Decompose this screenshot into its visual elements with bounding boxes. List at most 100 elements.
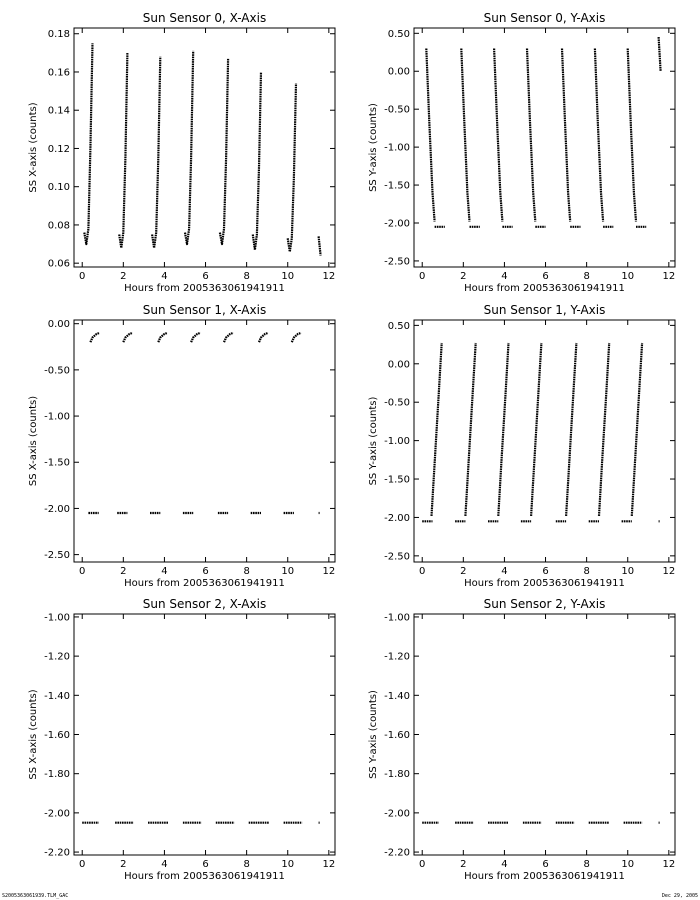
x-tick-label: 10: [281, 566, 294, 577]
x-tick-label: 2: [460, 566, 466, 577]
plot-frame: [73, 27, 336, 268]
x-tick-label: 8: [243, 859, 249, 870]
x-tick-label: 6: [202, 271, 208, 282]
data-segment-4: [157, 331, 168, 343]
x-tick-label: 8: [583, 859, 589, 870]
y-tick-label: -1.50: [44, 458, 70, 469]
x-tick-label: 10: [621, 859, 634, 870]
x-tick-label: 4: [161, 271, 167, 282]
data-segment-0: [430, 342, 443, 516]
y-tick-label: 0.06: [48, 259, 70, 270]
y-tick-label: -2.00: [384, 513, 410, 524]
panel-2: Sun Sensor 1, X-Axis 0 2 4 6 8 10 12 0.00 -0.50 -1…: [28, 303, 336, 589]
y-axis-label: SS X-axis (counts): [28, 689, 39, 779]
data-segment-12: [630, 342, 644, 516]
data-segment-4: [493, 48, 504, 222]
panel-4: Sun Sensor 2, X-Axis 0 2 4 6 8 10 12 -1.00 -1.20 -…: [28, 597, 336, 882]
data-segment-8: [560, 48, 572, 222]
y-tick-label: 0.14: [48, 106, 70, 117]
y-tick-label: -1.00: [384, 436, 410, 447]
x-tick-label: 10: [281, 271, 294, 282]
y-tick-label: -0.50: [384, 398, 410, 409]
y-tick-label: -2.50: [384, 256, 410, 267]
data-segment-8: [222, 331, 234, 343]
x-tick-label: 0: [419, 566, 425, 577]
x-tick-label: 12: [662, 271, 675, 282]
y-tick-label: 0.18: [48, 29, 70, 40]
y-axis-label: SS Y-axis (counts): [368, 103, 379, 192]
x-tick-label: 4: [161, 859, 167, 870]
data-segment-8: [565, 342, 578, 516]
y-tick-label: -2.20: [384, 848, 410, 859]
data-segment-10: [257, 331, 269, 343]
data-segment-0: [83, 43, 94, 246]
data-segment-4: [218, 58, 230, 246]
x-tick-label: 4: [501, 566, 507, 577]
x-axis-label: Hours from 2005363061941911: [464, 578, 625, 589]
x-tick-label: 0: [79, 271, 85, 282]
panel-1: Sun Sensor 0, Y-Axis 0 2 4 6 8 10 12 0.50 0.00 -0.…: [368, 11, 676, 294]
x-axis-label: Hours from 2005363061941911: [124, 283, 285, 294]
y-tick-label: 0.00: [48, 319, 70, 330]
y-tick-label: -0.50: [384, 105, 410, 116]
x-axis-label: Hours from 2005363061941911: [124, 871, 285, 882]
panel-3: Sun Sensor 1, Y-Axis 0 2 4 6 8 10 12 0.50 0.00 -0.…: [368, 303, 676, 589]
y-tick-label: -2.00: [44, 504, 70, 515]
x-tick-label: 2: [120, 859, 126, 870]
data-segment-2: [460, 48, 471, 222]
data-segment-2: [122, 331, 133, 343]
x-tick-label: 6: [202, 566, 208, 577]
data-segment-10: [597, 342, 611, 516]
x-tick-label: 0: [419, 859, 425, 870]
data-segment-5: [251, 71, 263, 251]
x-tick-label: 8: [583, 271, 589, 282]
x-tick-label: 12: [662, 859, 675, 870]
data-segment-14: [657, 37, 662, 72]
x-axis-label: Hours from 2005363061941911: [464, 871, 625, 882]
data-segment-3: [183, 50, 195, 246]
y-tick-label: -2.00: [384, 218, 410, 229]
data-segment-6: [530, 342, 543, 516]
data-segment-4: [497, 342, 510, 516]
x-tick-label: 8: [243, 566, 249, 577]
data-segment-7: [317, 236, 322, 256]
x-tick-label: 10: [621, 271, 634, 282]
y-tick-label: 0.08: [48, 220, 70, 231]
data-segment-0: [89, 331, 101, 343]
footer-date: Dec 29, 2005: [661, 893, 698, 899]
y-tick-label: 0.50: [388, 29, 410, 40]
y-tick-label: -1.00: [44, 612, 70, 623]
chart-title: Sun Sensor 1, Y-Axis: [484, 303, 606, 317]
plot-frame: [413, 27, 676, 268]
x-tick-label: 6: [542, 566, 548, 577]
y-axis-label: SS X-axis (counts): [28, 396, 39, 486]
x-axis-label: Hours from 2005363061941911: [124, 578, 285, 589]
y-tick-label: -2.00: [44, 808, 70, 819]
y-tick-label: -1.50: [384, 181, 410, 192]
y-tick-label: -1.60: [44, 730, 70, 741]
y-tick-label: -2.20: [44, 848, 70, 859]
data-segment-1: [118, 52, 129, 249]
y-tick-label: -1.50: [384, 475, 410, 486]
x-tick-label: 2: [460, 859, 466, 870]
data-segment-10: [593, 48, 605, 222]
data-segment-2: [464, 342, 477, 516]
data-segment-2: [151, 56, 162, 249]
x-tick-label: 8: [243, 271, 249, 282]
data-segment-6: [525, 48, 537, 222]
y-tick-label: -2.50: [44, 550, 70, 561]
y-tick-label: -1.00: [384, 143, 410, 154]
panel-5: Sun Sensor 2, Y-Axis 0 2 4 6 8 10 12 -1.00 -1.20 -…: [368, 597, 676, 882]
chart-title: Sun Sensor 2, X-Axis: [143, 597, 266, 611]
plot-frame: [73, 319, 336, 563]
data-segment-0: [425, 48, 436, 222]
x-tick-label: 4: [501, 271, 507, 282]
y-tick-label: -1.80: [44, 769, 70, 780]
y-tick-label: -1.20: [44, 652, 70, 663]
y-tick-label: 0.16: [48, 67, 70, 78]
y-axis-label: SS X-axis (counts): [28, 102, 39, 192]
y-tick-label: -1.40: [384, 691, 410, 702]
y-axis-label: SS Y-axis (counts): [368, 396, 379, 485]
footer-filename: S2005363061939.TLM_GAC: [2, 893, 69, 899]
